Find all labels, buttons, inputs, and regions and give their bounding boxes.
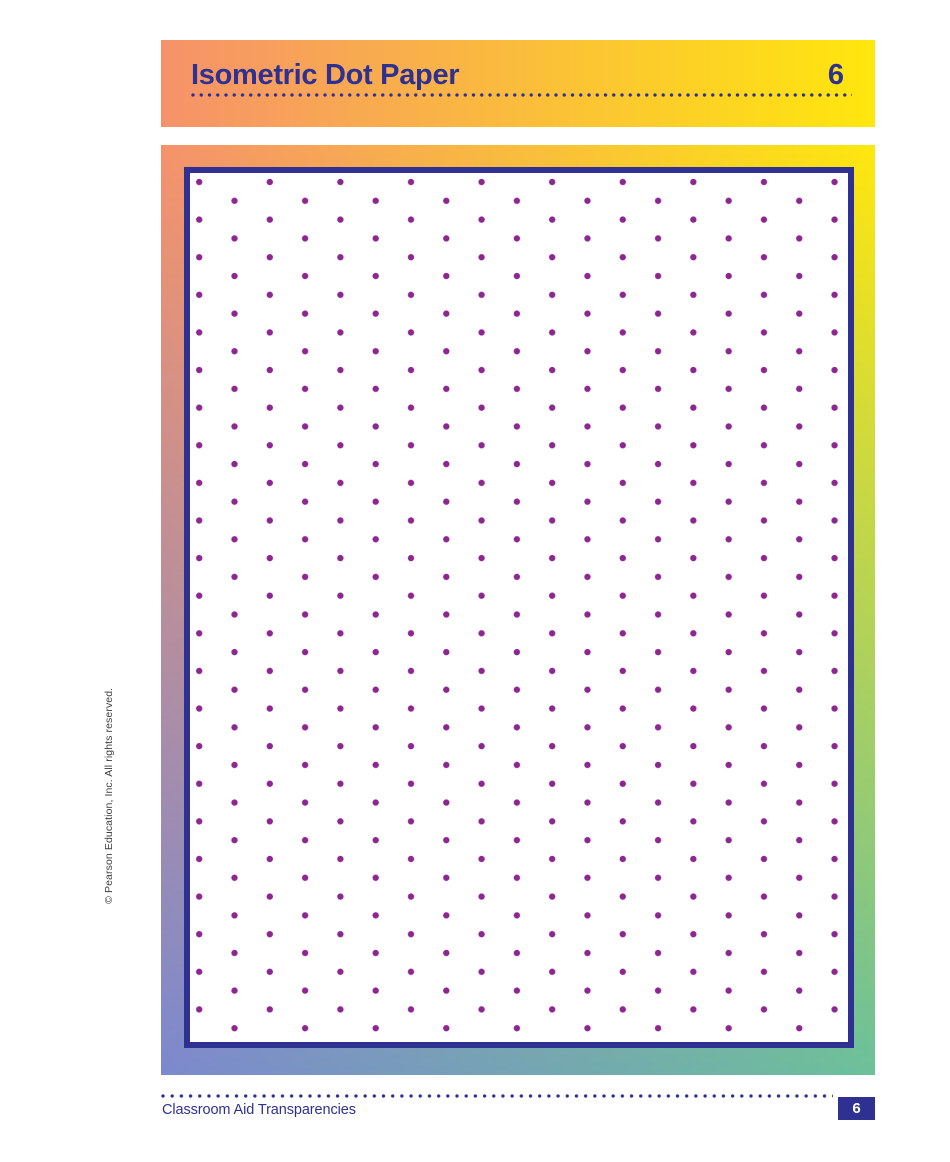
- transparency-panel: [161, 145, 875, 1075]
- header-dotted-rule: [191, 93, 852, 97]
- footer-dotted-rule: [161, 1094, 833, 1098]
- page-title: Isometric Dot Paper: [191, 59, 460, 91]
- header-page-number: 6: [827, 59, 844, 91]
- footer-page-number: 6: [852, 1100, 861, 1117]
- copyright-notice: © Pearson Education, Inc. All rights res…: [103, 687, 116, 904]
- header-bar: Isometric Dot Paper 6: [161, 40, 875, 127]
- footer-page-number-badge: 6: [838, 1097, 875, 1120]
- isometric-dot-grid: [184, 167, 854, 1048]
- footer-label: Classroom Aid Transparencies: [162, 1102, 356, 1118]
